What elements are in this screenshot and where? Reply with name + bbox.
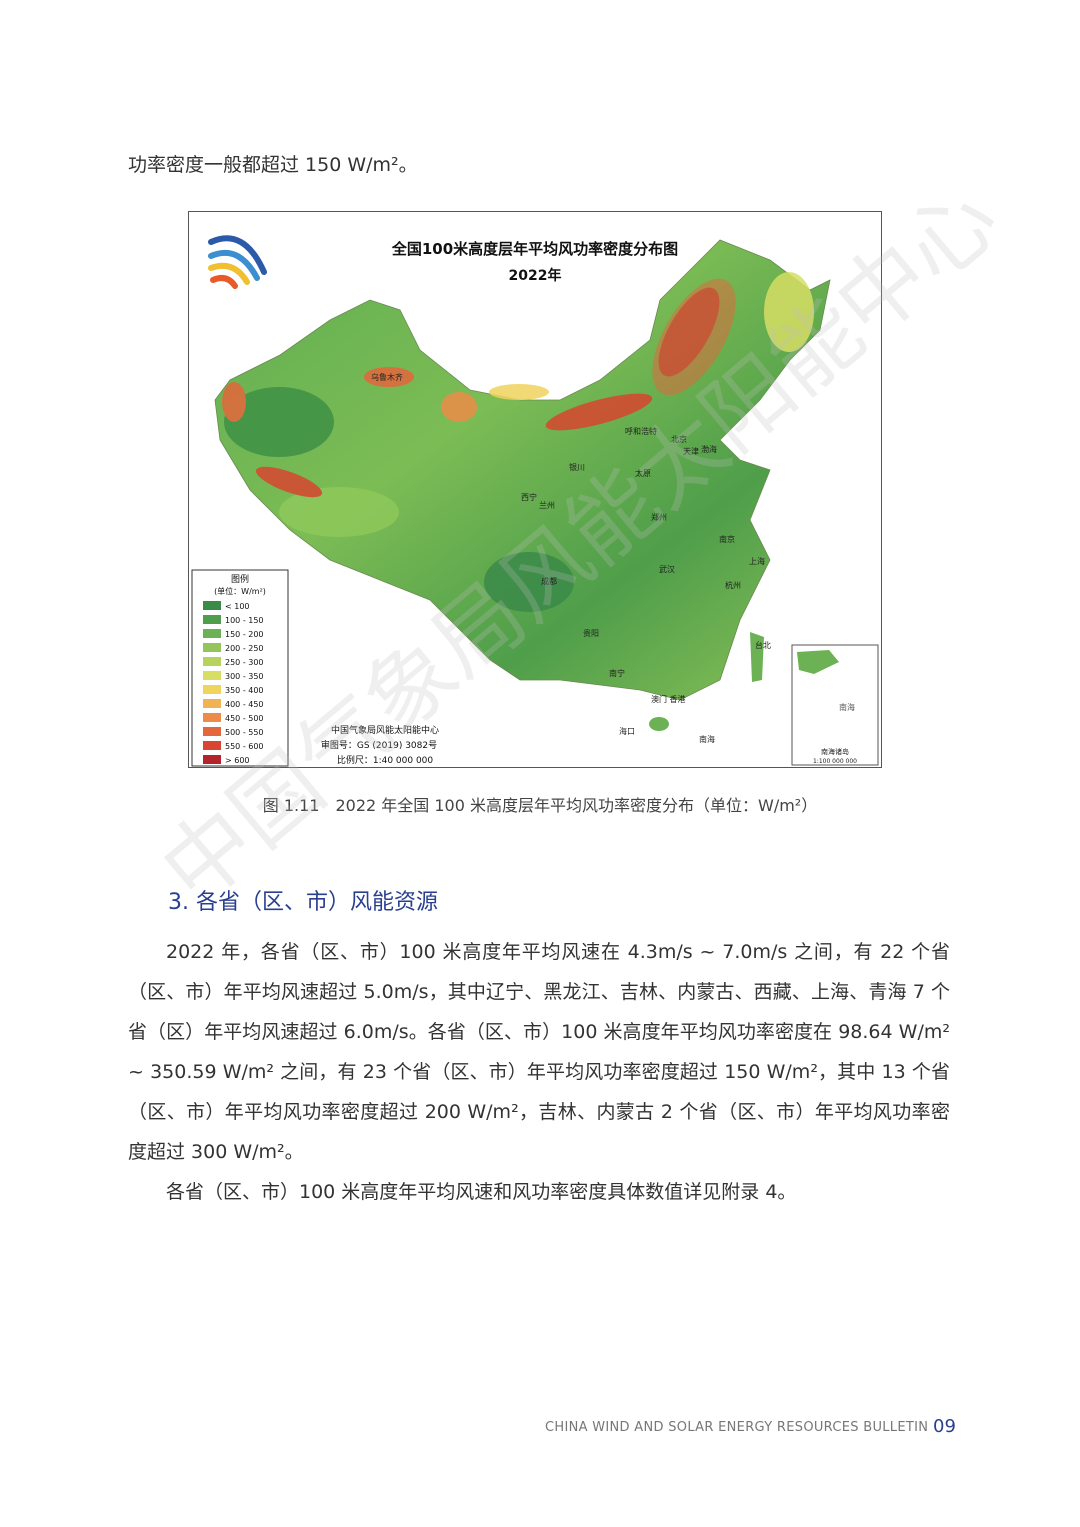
map-year: 2022年 bbox=[509, 267, 562, 284]
paragraph: 各省（区、市）100 米高度年平均风速和风功率密度具体数值详见附录 4。 bbox=[166, 1181, 797, 1203]
place-label: 贵阳 bbox=[583, 628, 599, 638]
legend-label: < 100 bbox=[225, 602, 250, 611]
place-label: 澳门 香港 bbox=[651, 694, 686, 704]
place-label: 武汉 bbox=[659, 564, 675, 574]
place-label: 兰州 bbox=[539, 500, 555, 510]
place-label: 海口 bbox=[619, 726, 635, 736]
figure-caption: 图 1.11 2022 年全国 100 米高度层年平均风功率密度分布（单位：W/… bbox=[262, 796, 818, 815]
legend-swatch bbox=[203, 755, 221, 764]
place-label: 北京 bbox=[671, 434, 687, 444]
legend-swatch bbox=[203, 671, 221, 680]
legend-label: 250 - 300 bbox=[225, 658, 264, 667]
page-number: 09 bbox=[933, 1416, 956, 1437]
section-heading: 3. 各省（区、市）风能资源 bbox=[168, 890, 438, 915]
legend-swatch bbox=[203, 741, 221, 750]
legend-label: 150 - 200 bbox=[225, 630, 264, 639]
legend-swatch bbox=[203, 699, 221, 708]
legend-label: 400 - 450 bbox=[225, 700, 264, 709]
place-label: 渤海 bbox=[701, 444, 717, 454]
place-label: 西宁 bbox=[521, 492, 537, 502]
section-body: 2022 年，各省（区、市）100 米高度年平均风速在 4.3m/s ~ 7.0… bbox=[128, 932, 950, 1212]
legend-swatch bbox=[203, 601, 221, 610]
place-label: 台北 bbox=[755, 640, 771, 650]
inset: 南海 南海诸岛 1:100 000 000 bbox=[791, 644, 879, 766]
credit: 中国气象局风能太阳能中心 bbox=[331, 724, 439, 736]
place-label: 杭州 bbox=[725, 580, 741, 590]
place-label: 太原 bbox=[635, 468, 651, 478]
legend-swatch bbox=[203, 615, 221, 624]
place-label: 上海 bbox=[749, 556, 765, 566]
legend-swatch bbox=[203, 685, 221, 694]
legend-title: 图例 bbox=[231, 573, 249, 585]
place-label: 呼和浩特 bbox=[625, 426, 657, 436]
inset-scale: 1:100 000 000 bbox=[813, 758, 857, 765]
figure: 全国100米高度层年平均风功率密度分布图 2022年 乌鲁木齐 呼和浩特 北京 … bbox=[188, 211, 882, 768]
legend-swatch bbox=[203, 713, 221, 722]
footer-title: CHINA WIND AND SOLAR ENERGY RESOURCES BU… bbox=[545, 1420, 929, 1435]
legend-swatch bbox=[203, 629, 221, 638]
legend-label: 550 - 600 bbox=[225, 742, 264, 751]
place-label: 南海 bbox=[699, 734, 715, 744]
place-label: 乌鲁木齐 bbox=[371, 372, 403, 382]
legend-label: 100 - 150 bbox=[225, 616, 264, 625]
place-label: 南京 bbox=[719, 534, 735, 544]
place-label: 南宁 bbox=[609, 668, 625, 678]
place-label: 郑州 bbox=[651, 512, 667, 522]
legend-label: 350 - 400 bbox=[225, 686, 264, 695]
legend: 图例 (单位：W/m²) < 100 100 - 150 150 - 200 200 … bbox=[191, 569, 289, 767]
legend-label: 500 - 550 bbox=[225, 728, 264, 737]
inset-sea: 南海 bbox=[839, 702, 855, 712]
legend-label: 450 - 500 bbox=[225, 714, 264, 723]
china-land bbox=[214, 239, 831, 701]
legend-swatch bbox=[203, 727, 221, 736]
terrain bbox=[222, 272, 814, 612]
legend-label: 300 - 350 bbox=[225, 672, 264, 681]
paragraph: 2022 年，各省（区、市）100 米高度年平均风速在 4.3m/s ~ 7.0… bbox=[128, 941, 950, 1163]
intro-text: 功率密度一般都超过 150 W/m²。 bbox=[128, 154, 418, 176]
place-label: 天津 bbox=[683, 446, 699, 456]
legend-swatch bbox=[203, 657, 221, 666]
taiwan bbox=[750, 632, 764, 682]
credit: 审图号：GS (2019) 3082号 bbox=[321, 739, 437, 751]
legend-label: 200 - 250 bbox=[225, 644, 264, 653]
credit: 比例尺：1:40 000 000 bbox=[337, 754, 434, 766]
map: 全国100米高度层年平均风功率密度分布图 2022年 乌鲁木齐 呼和浩特 北京 … bbox=[191, 235, 879, 767]
legend-label: > 600 bbox=[225, 756, 250, 765]
hainan bbox=[649, 717, 669, 731]
inset-label: 南海诸岛 bbox=[821, 747, 849, 756]
legend-unit: (单位：W/m²) bbox=[214, 586, 266, 596]
legend-swatch bbox=[203, 643, 221, 652]
place-label: 成都 bbox=[541, 576, 557, 586]
logo bbox=[208, 235, 267, 289]
place-label: 银川 bbox=[569, 462, 585, 472]
map-title: 全国100米高度层年平均风功率密度分布图 bbox=[391, 240, 678, 258]
